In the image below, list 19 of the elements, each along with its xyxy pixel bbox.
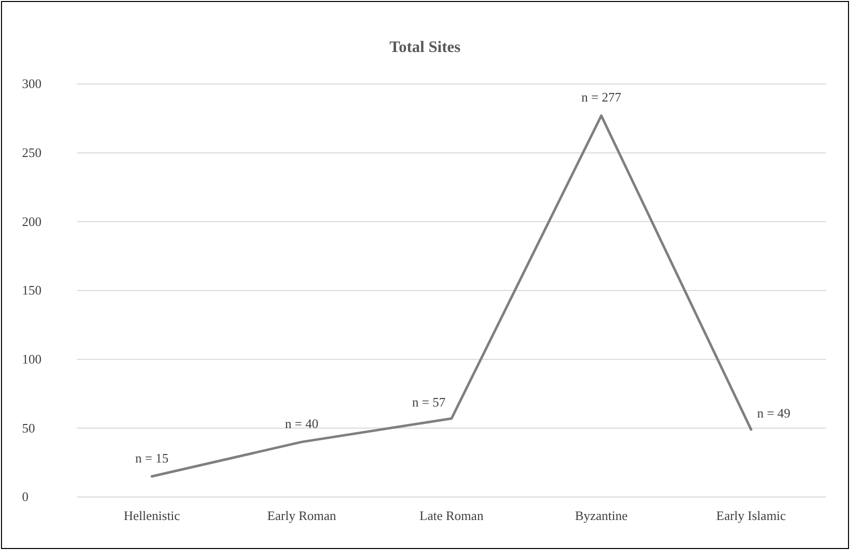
data-label: n = 15 (135, 450, 169, 466)
y-tick-label: 0 (22, 489, 28, 504)
y-tick-label: 100 (22, 351, 42, 366)
x-tick-label: Early Islamic (716, 508, 786, 524)
y-tick-label: 250 (22, 144, 42, 160)
x-tick-label: Hellenistic (124, 508, 180, 524)
x-tick-label: Early Roman (267, 508, 337, 524)
x-tick-label: Late Roman (420, 508, 484, 524)
y-tick-label: 300 (22, 76, 42, 92)
x-tick-label: Byzantine (574, 508, 628, 524)
y-tick-label: 150 (22, 282, 42, 298)
data-label: n = 49 (757, 406, 790, 421)
data-label: n = 277 (581, 90, 622, 105)
data-label: n = 40 (285, 416, 318, 431)
data-label: n = 57 (412, 394, 446, 410)
y-tick-label: 50 (22, 420, 35, 436)
line-series (150, 114, 752, 478)
y-tick-label: 200 (22, 214, 42, 229)
chart-title: Total Sites (390, 39, 460, 56)
